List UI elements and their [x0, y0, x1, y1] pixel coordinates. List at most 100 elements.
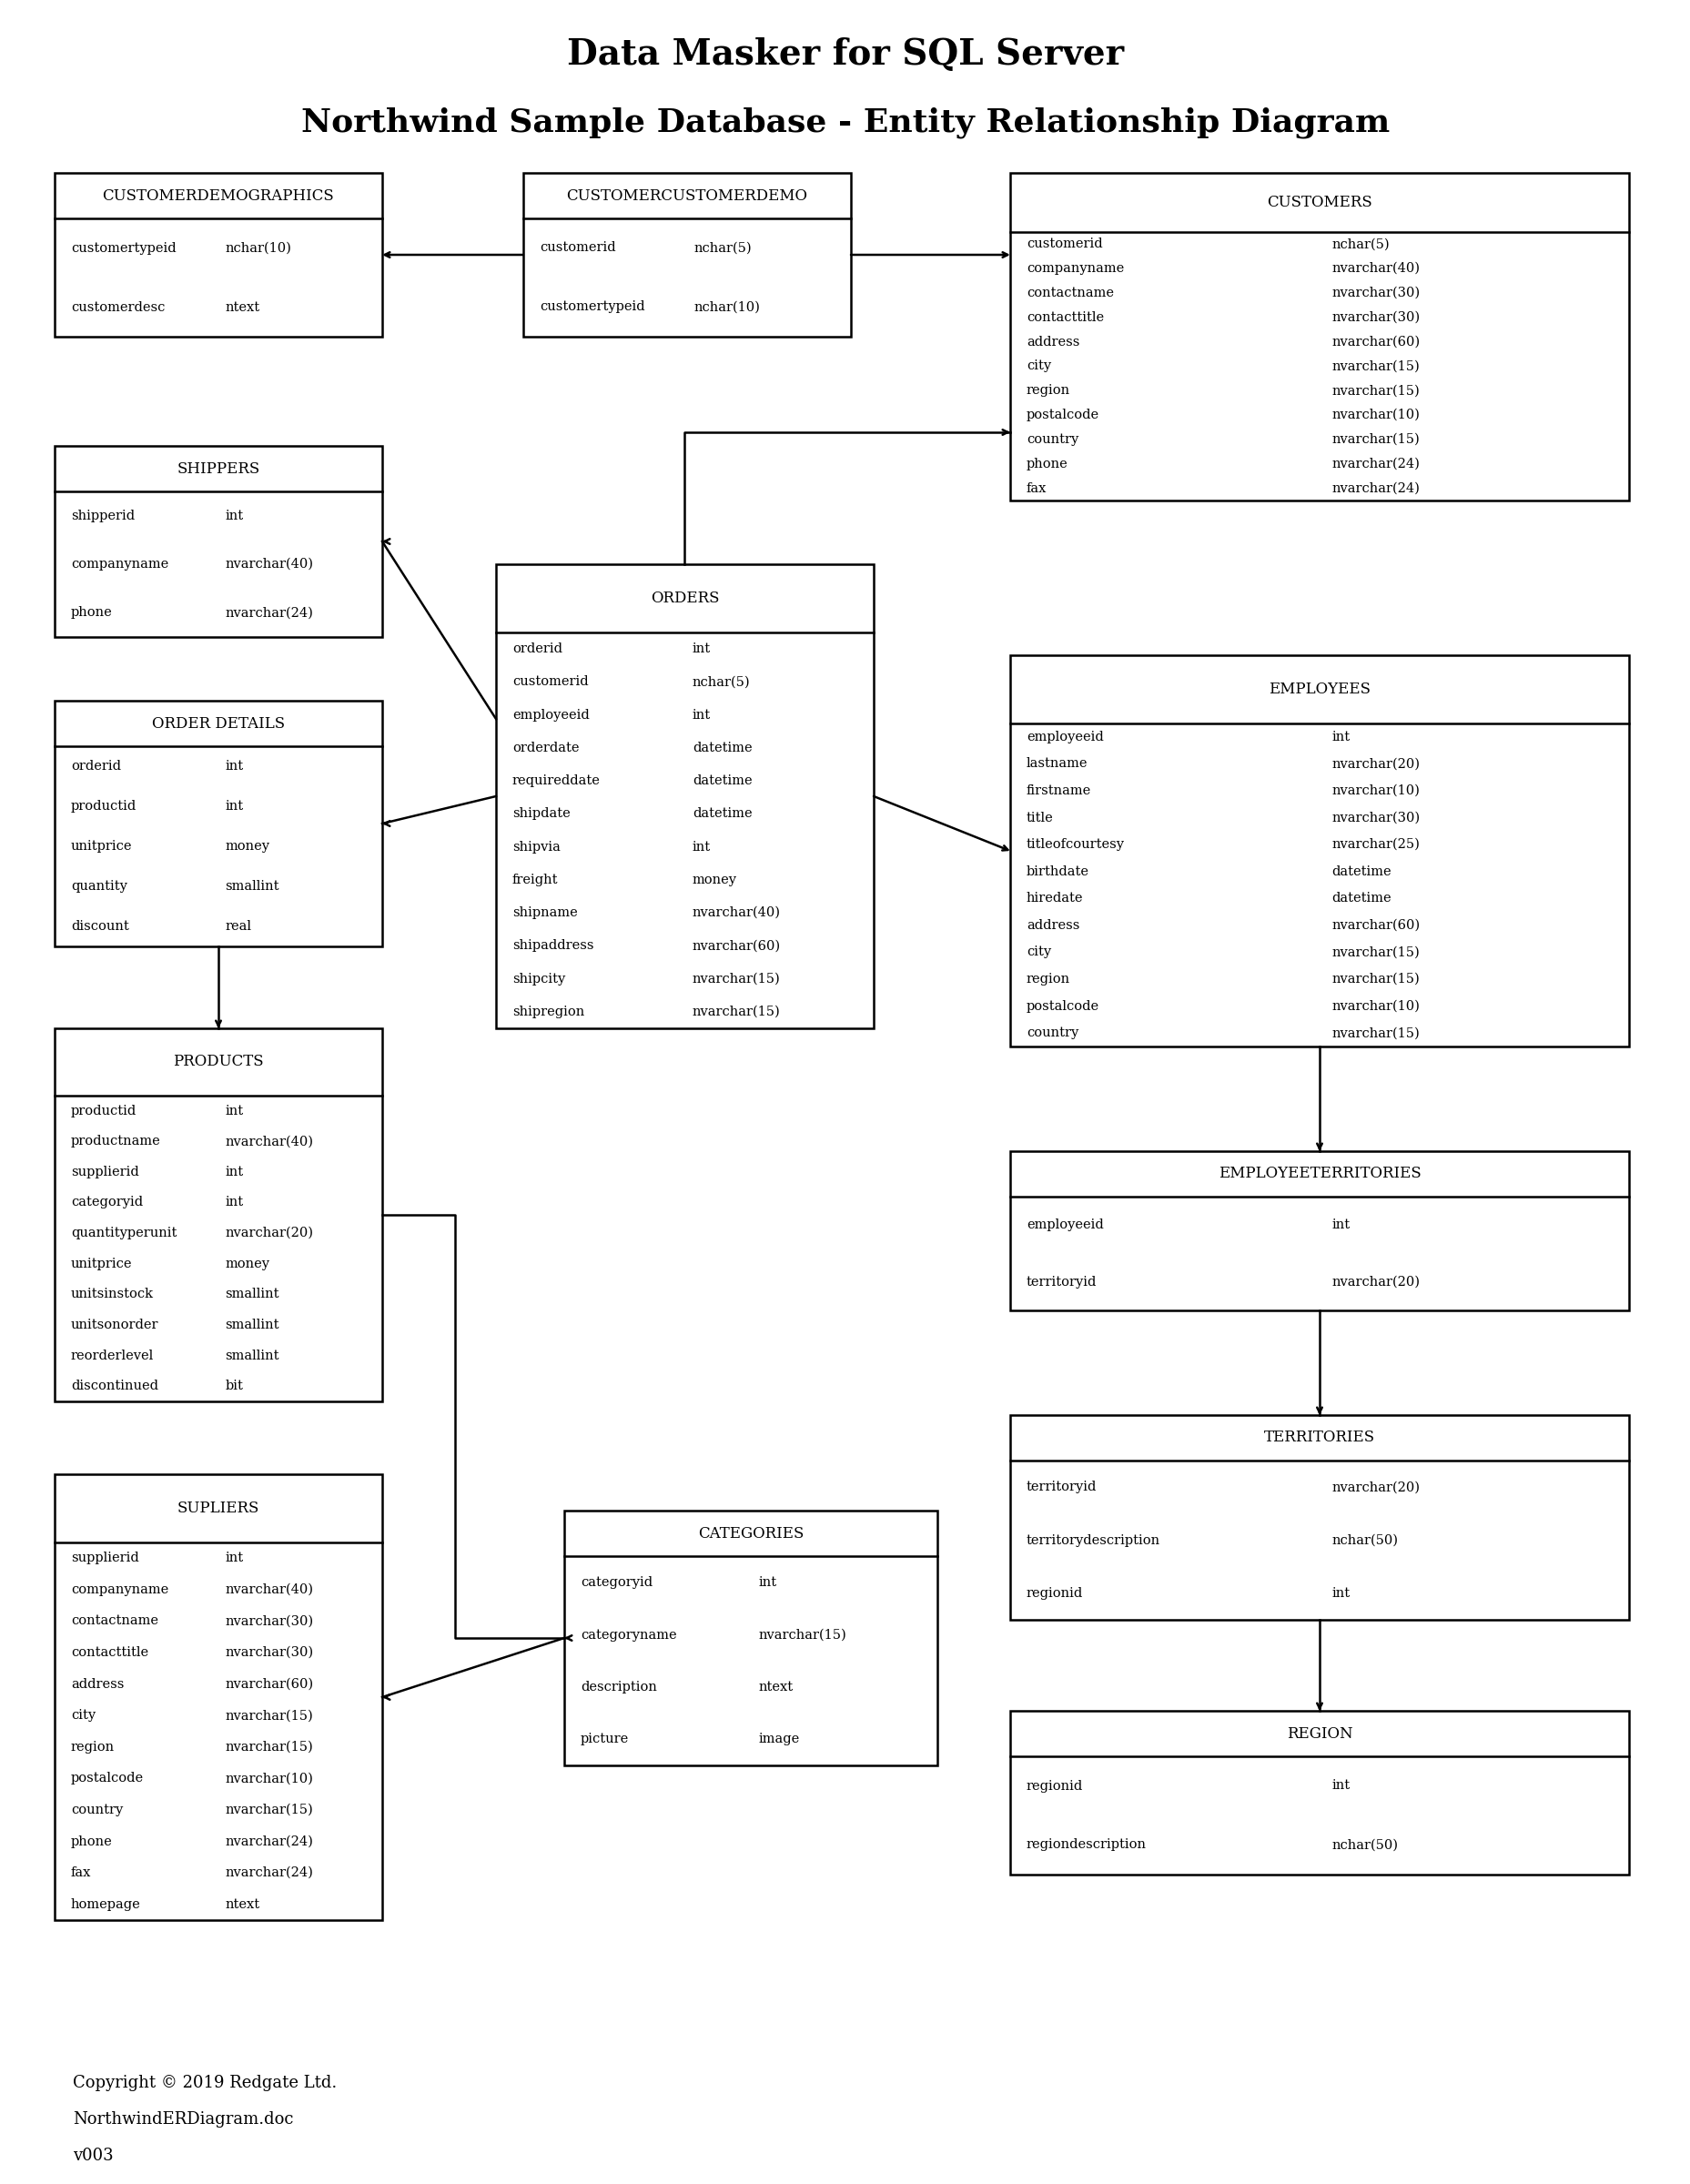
Text: productname: productname	[71, 1136, 161, 1149]
Text: orderid: orderid	[512, 642, 563, 655]
Text: regionid: regionid	[1026, 1780, 1083, 1793]
Text: nvarchar(10): nvarchar(10)	[1332, 784, 1420, 797]
Text: regionid: regionid	[1026, 1588, 1083, 1599]
Text: nvarchar(10): nvarchar(10)	[1332, 1000, 1420, 1013]
Text: nvarchar(20): nvarchar(20)	[1332, 758, 1420, 771]
Text: shipaddress: shipaddress	[512, 939, 593, 952]
Bar	[495, 563, 874, 1029]
Text: shipvia: shipvia	[512, 841, 559, 854]
Text: lastname: lastname	[1026, 758, 1087, 771]
Text: int: int	[225, 1105, 243, 1118]
Text: supplierid: supplierid	[71, 1553, 139, 1564]
Text: phone: phone	[71, 1835, 113, 1848]
Text: birthdate: birthdate	[1026, 865, 1088, 878]
Text: nvarchar(15): nvarchar(15)	[757, 1629, 847, 1640]
Text: nvarchar(30): nvarchar(30)	[1332, 286, 1420, 299]
Text: companyname: companyname	[1026, 262, 1124, 275]
Text: money: money	[691, 874, 737, 887]
Text: requireddate: requireddate	[512, 775, 600, 786]
Text: unitsinstock: unitsinstock	[71, 1289, 154, 1302]
Text: firstname: firstname	[1026, 784, 1090, 797]
Text: int: int	[757, 1577, 776, 1590]
Text: contacttitle: contacttitle	[71, 1647, 149, 1660]
Text: nvarchar(15): nvarchar(15)	[1332, 946, 1420, 959]
Text: EMPLOYEES: EMPLOYEES	[1268, 681, 1371, 697]
Bar	[1009, 1151, 1627, 1310]
Text: hiredate: hiredate	[1026, 891, 1083, 904]
Text: picture: picture	[580, 1732, 629, 1745]
Text: nvarchar(24): nvarchar(24)	[225, 607, 313, 618]
Bar	[54, 173, 382, 336]
Text: nvarchar(15): nvarchar(15)	[691, 1005, 781, 1018]
Text: quantityperunit: quantityperunit	[71, 1227, 177, 1241]
Text: nvarchar(15): nvarchar(15)	[225, 1804, 313, 1817]
Text: nvarchar(15): nvarchar(15)	[225, 1710, 313, 1721]
Text: int: int	[1332, 1588, 1350, 1599]
Text: country: country	[71, 1804, 123, 1817]
Text: int: int	[225, 760, 243, 773]
Text: SHIPPERS: SHIPPERS	[177, 461, 260, 476]
Text: phone: phone	[71, 607, 113, 618]
Text: quantity: quantity	[71, 880, 127, 893]
Bar	[54, 1474, 382, 1920]
Text: regiondescription: regiondescription	[1026, 1839, 1146, 1852]
Text: postalcode: postalcode	[71, 1771, 144, 1784]
Text: nvarchar(15): nvarchar(15)	[225, 1741, 313, 1754]
Text: companyname: companyname	[71, 1583, 169, 1597]
Text: customerid: customerid	[1026, 238, 1102, 251]
Text: int: int	[691, 841, 710, 854]
Text: customertypeid: customertypeid	[71, 242, 176, 253]
Text: discontinued: discontinued	[71, 1380, 159, 1393]
Text: int: int	[691, 642, 710, 655]
Text: phone: phone	[1026, 456, 1068, 470]
Bar	[522, 173, 850, 336]
Text: customerid: customerid	[539, 242, 615, 253]
Text: titleofcourtesy: titleofcourtesy	[1026, 839, 1124, 852]
Text: supplierid: supplierid	[71, 1166, 139, 1179]
Text: postalcode: postalcode	[1026, 408, 1099, 422]
Bar	[54, 446, 382, 638]
Text: nchar(50): nchar(50)	[1332, 1533, 1398, 1546]
Bar	[1009, 1710, 1627, 1874]
Text: nvarchar(30): nvarchar(30)	[225, 1647, 313, 1660]
Bar	[1009, 173, 1627, 500]
Text: nvarchar(10): nvarchar(10)	[225, 1771, 313, 1784]
Text: int: int	[225, 1553, 243, 1564]
Text: fax: fax	[71, 1867, 91, 1878]
Bar	[54, 1029, 382, 1402]
Bar	[1009, 1415, 1627, 1621]
Text: nvarchar(40): nvarchar(40)	[225, 1583, 313, 1597]
Text: city: city	[1026, 360, 1051, 373]
Text: customerid: customerid	[512, 675, 588, 688]
Text: nvarchar(24): nvarchar(24)	[1332, 483, 1420, 494]
Text: categoryname: categoryname	[580, 1629, 676, 1640]
Text: nvarchar(40): nvarchar(40)	[225, 557, 313, 570]
Text: ntext: ntext	[225, 301, 260, 314]
Text: nvarchar(15): nvarchar(15)	[1332, 432, 1420, 446]
Text: int: int	[1332, 1219, 1350, 1232]
Text: int: int	[225, 1166, 243, 1179]
Text: address: address	[1026, 919, 1080, 933]
Text: int: int	[225, 799, 243, 812]
Text: int: int	[1332, 1780, 1350, 1793]
Text: PRODUCTS: PRODUCTS	[172, 1055, 264, 1070]
Text: shipperid: shipperid	[71, 509, 135, 522]
Text: employeeid: employeeid	[1026, 1219, 1104, 1232]
Text: region: region	[71, 1741, 115, 1754]
Text: CUSTOMERDEMOGRAPHICS: CUSTOMERDEMOGRAPHICS	[103, 188, 335, 203]
Text: productid: productid	[71, 1105, 137, 1118]
Text: nchar(10): nchar(10)	[693, 301, 759, 314]
Text: nvarchar(24): nvarchar(24)	[225, 1867, 313, 1878]
Text: nvarchar(24): nvarchar(24)	[225, 1835, 313, 1848]
Text: nchar(5): nchar(5)	[691, 675, 750, 688]
Text: bit: bit	[225, 1380, 243, 1393]
Text: employeeid: employeeid	[512, 708, 590, 721]
Text: nvarchar(15): nvarchar(15)	[1332, 1026, 1420, 1040]
Text: region: region	[1026, 384, 1070, 397]
Text: ntext: ntext	[225, 1898, 260, 1911]
Text: nvarchar(60): nvarchar(60)	[1332, 336, 1420, 347]
Text: nchar(10): nchar(10)	[225, 242, 291, 253]
Text: nvarchar(30): nvarchar(30)	[225, 1614, 313, 1627]
Text: Data Masker for SQL Server: Data Masker for SQL Server	[566, 37, 1124, 72]
Text: datetime: datetime	[691, 808, 752, 821]
